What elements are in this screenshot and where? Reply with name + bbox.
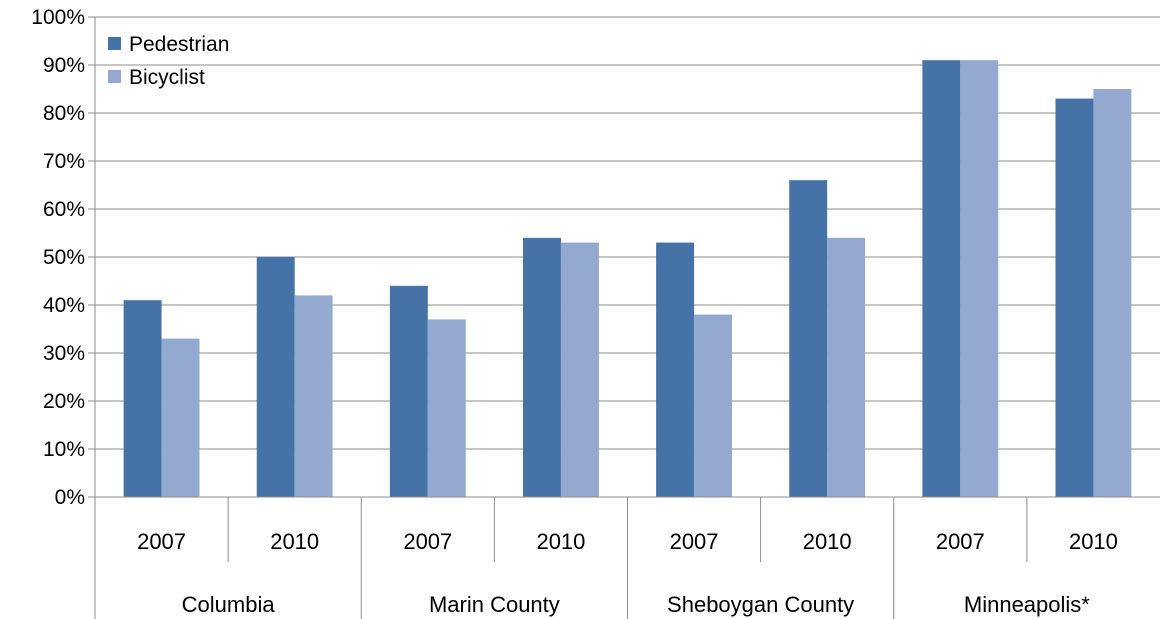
legend-swatch-pedestrian: [108, 37, 121, 50]
y-tick-label: 90%: [43, 54, 85, 77]
bar-pedestrian: [1055, 98, 1094, 497]
x-category-label: 2010: [1069, 529, 1118, 554]
axis-labels: 0% 10% 20% 30% 40% 50% 60% 70% 80% 90% 100% 2007 201…: [31, 6, 1118, 617]
x-category-label: 2007: [936, 529, 985, 554]
legend-swatch-bicyclist: [108, 70, 121, 83]
x-group-label: Minneapolis*: [964, 592, 1090, 617]
x-category-label: 2010: [270, 529, 319, 554]
bar-pedestrian: [656, 242, 695, 497]
x-category-label: 2007: [403, 529, 452, 554]
axes: [88, 16, 1160, 619]
y-tick-label: 80%: [43, 102, 85, 125]
x-group-label: Columbia: [182, 592, 276, 617]
x-category-label: 2007: [137, 529, 186, 554]
x-group-label: Sheboygan County: [667, 592, 854, 617]
y-tick-label: 100%: [31, 6, 85, 29]
bar-bicyclist: [827, 237, 866, 498]
x-category-label: 2010: [536, 529, 585, 554]
legend-label-pedestrian: Pedestrian: [129, 33, 229, 56]
bar-pedestrian: [256, 257, 295, 497]
bar-bicyclist: [294, 295, 333, 497]
bar-pedestrian: [123, 300, 162, 497]
y-tick-label: 20%: [43, 390, 85, 413]
y-tick-label: 70%: [43, 150, 85, 173]
bar-pedestrian: [522, 237, 561, 498]
bar-bicyclist: [1093, 89, 1132, 497]
legend-label-bicyclist: Bicyclist: [129, 66, 205, 89]
y-tick-label: 30%: [43, 342, 85, 365]
x-category-label: 2010: [803, 529, 852, 554]
bar-pedestrian: [789, 180, 828, 497]
bar-bicyclist: [427, 319, 466, 497]
bars: [123, 60, 1132, 498]
y-tick-label: 50%: [43, 246, 85, 269]
y-tick-label: 0%: [55, 486, 85, 509]
bar-bicyclist: [694, 314, 733, 497]
y-tick-label: 60%: [43, 198, 85, 221]
bar-bicyclist: [960, 60, 999, 497]
bar-pedestrian: [922, 60, 961, 497]
y-tick-label: 40%: [43, 294, 85, 317]
x-category-label: 2007: [670, 529, 719, 554]
y-tick-label: 10%: [43, 438, 85, 461]
bar-bicyclist: [161, 338, 200, 497]
gridlines: [95, 16, 1160, 450]
legend: Pedestrian Bicyclist: [108, 33, 229, 89]
bar-bicyclist: [560, 242, 599, 497]
bar-pedestrian: [389, 285, 428, 497]
x-group-label: Marin County: [429, 592, 560, 617]
